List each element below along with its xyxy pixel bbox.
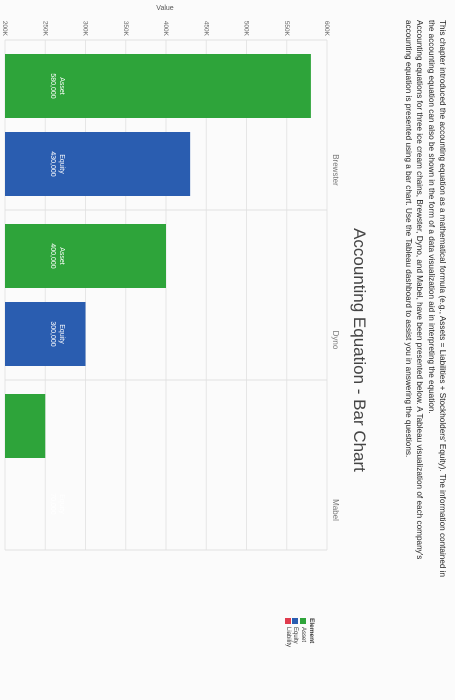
bar-brewster-asset	[5, 54, 311, 118]
legend-swatch-liability	[285, 618, 291, 624]
y-tick-label: 450K	[202, 21, 209, 37]
y-tick-label: 250K	[41, 21, 48, 37]
data-label-mabel-equity: 70,000	[49, 493, 56, 515]
legend-label-equity: Equity	[292, 627, 299, 644]
data-label-brewster-asset: Asset	[58, 77, 65, 95]
y-tick-label: 200K	[1, 21, 8, 37]
data-label-brewster-asset: 580,000	[49, 73, 56, 98]
legend-swatch-asset	[300, 618, 306, 624]
data-label-brewster-equity: 430,000	[49, 151, 56, 176]
y-tick-label: 350K	[122, 21, 129, 37]
y-tick-label: 550K	[283, 21, 290, 37]
bar-dyno-equity	[5, 302, 86, 366]
chart-legend: Element Asset Equity Liability	[284, 618, 315, 647]
y-tick-label: 400K	[162, 21, 169, 37]
y-tick-label: 500K	[243, 21, 250, 37]
legend-item-equity[interactable]: Equity	[292, 618, 299, 647]
y-tick-label: 300K	[82, 21, 89, 37]
data-label-dyno-asset: 400,000	[49, 243, 56, 268]
legend-item-liability[interactable]: Liability	[285, 618, 291, 647]
data-label-dyno-equity: Equity	[58, 324, 65, 344]
data-label-mabel-equity: Equity	[58, 494, 65, 514]
data-label-dyno-equity: 300,000	[49, 321, 56, 346]
bar-mabel-asset	[5, 394, 46, 458]
y-axis-title: Value	[156, 5, 173, 12]
bar-dyno-asset	[5, 224, 166, 288]
bar-brewster-equity	[5, 132, 191, 196]
legend-label-asset: Asset	[300, 627, 306, 643]
legend-label-liability: Liability	[285, 627, 291, 648]
legend-title: Element	[308, 618, 315, 644]
data-label-brewster-equity: Equity	[58, 154, 65, 174]
legend-swatch-equity	[292, 618, 299, 624]
y-tick-label: 600K	[323, 21, 330, 37]
data-label-dyno-asset: Asset	[58, 247, 65, 265]
legend-item-asset[interactable]: Asset	[300, 618, 306, 647]
